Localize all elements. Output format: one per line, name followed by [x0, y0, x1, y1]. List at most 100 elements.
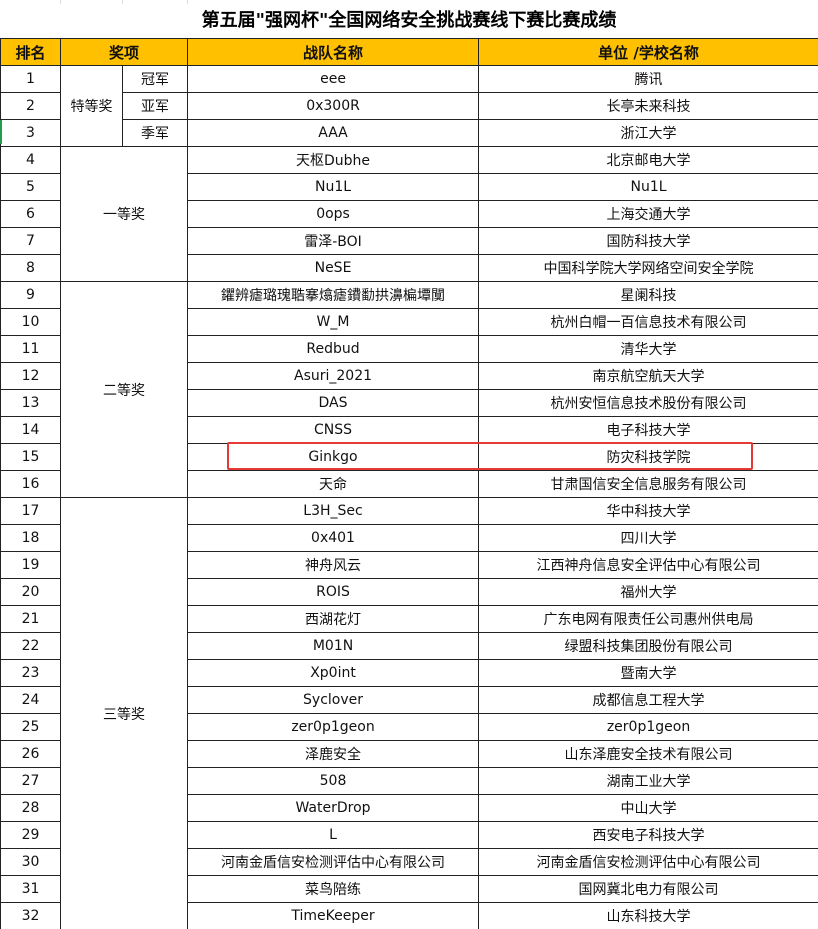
sub-award-cell[interactable]: 亚军: [121, 92, 189, 120]
team-cell[interactable]: 0x401: [187, 524, 480, 552]
unit-cell[interactable]: 腾讯: [478, 65, 818, 93]
rank-cell[interactable]: 15: [0, 443, 61, 471]
sub-award-cell[interactable]: 冠军: [121, 65, 189, 93]
unit-cell[interactable]: 杭州白帽一百信息技术有限公司: [478, 308, 818, 336]
team-cell[interactable]: 鑺辨瘧璐瑰聕搴熻瘧鐨勫拱濞楄墰闃: [187, 281, 480, 309]
sub-award-cell[interactable]: 季军: [121, 119, 189, 147]
rank-cell[interactable]: 13: [0, 389, 61, 417]
unit-cell[interactable]: 暨南大学: [478, 659, 818, 687]
unit-cell[interactable]: 南京航空航天大学: [478, 362, 818, 390]
rank-cell[interactable]: 11: [0, 335, 61, 363]
unit-cell[interactable]: 清华大学: [478, 335, 818, 363]
unit-cell[interactable]: 中国科学院大学网络空间安全学院: [478, 254, 818, 282]
award-cell[interactable]: 一等奖: [59, 146, 189, 282]
team-cell[interactable]: 神舟风云: [187, 551, 480, 579]
unit-cell[interactable]: 中山大学: [478, 794, 818, 822]
rank-cell[interactable]: 12: [0, 362, 61, 390]
rank-cell[interactable]: 23: [0, 659, 61, 687]
rank-cell[interactable]: 28: [0, 794, 61, 822]
team-cell[interactable]: Redbud: [187, 335, 480, 363]
sheet-title[interactable]: 第五届"强网杯"全国网络安全挑战赛线下赛比赛成绩: [0, 0, 818, 39]
rank-cell[interactable]: 16: [0, 470, 61, 498]
team-cell[interactable]: 508: [187, 767, 480, 795]
team-cell[interactable]: NeSE: [187, 254, 480, 282]
rank-cell[interactable]: 27: [0, 767, 61, 795]
team-cell[interactable]: M01N: [187, 632, 480, 660]
unit-cell[interactable]: 西安电子科技大学: [478, 821, 818, 849]
unit-cell[interactable]: 成都信息工程大学: [478, 686, 818, 714]
unit-cell[interactable]: 甘肃国信安全信息服务有限公司: [478, 470, 818, 498]
unit-cell[interactable]: 湖南工业大学: [478, 767, 818, 795]
unit-cell[interactable]: 华中科技大学: [478, 497, 818, 525]
unit-cell[interactable]: 四川大学: [478, 524, 818, 552]
rank-cell[interactable]: 18: [0, 524, 61, 552]
rank-cell[interactable]: 1: [0, 65, 61, 93]
rank-cell[interactable]: 17: [0, 497, 61, 525]
rank-cell[interactable]: 26: [0, 740, 61, 768]
team-cell[interactable]: 西湖花灯: [187, 605, 480, 633]
team-cell[interactable]: 泽鹿安全: [187, 740, 480, 768]
rank-cell[interactable]: 5: [0, 173, 61, 201]
rank-cell[interactable]: 19: [0, 551, 61, 579]
rank-cell[interactable]: 7: [0, 227, 61, 255]
unit-cell[interactable]: 上海交通大学: [478, 200, 818, 228]
unit-cell[interactable]: 北京邮电大学: [478, 146, 818, 174]
unit-cell[interactable]: 浙江大学: [478, 119, 818, 147]
unit-cell[interactable]: zer0p1geon: [478, 713, 818, 741]
rank-cell[interactable]: 24: [0, 686, 61, 714]
team-cell[interactable]: Syclover: [187, 686, 480, 714]
unit-cell[interactable]: 国防科技大学: [478, 227, 818, 255]
team-cell[interactable]: zer0p1geon: [187, 713, 480, 741]
rank-cell[interactable]: 29: [0, 821, 61, 849]
team-cell[interactable]: W_M: [187, 308, 480, 336]
award-cell[interactable]: 特等奖: [60, 65, 123, 147]
team-cell[interactable]: 天枢Dubhe: [187, 146, 480, 174]
rank-cell[interactable]: 31: [0, 875, 61, 903]
team-cell[interactable]: CNSS: [187, 416, 480, 444]
unit-cell[interactable]: 福州大学: [478, 578, 818, 606]
rank-cell[interactable]: 21: [0, 605, 61, 633]
team-cell[interactable]: AAA: [187, 119, 480, 147]
unit-cell[interactable]: 绿盟科技集团股份有限公司: [478, 632, 818, 660]
team-cell[interactable]: Nu1L: [187, 173, 480, 201]
team-cell[interactable]: 河南金盾信安检测评估中心有限公司: [187, 848, 480, 876]
unit-cell[interactable]: 国网冀北电力有限公司: [478, 875, 818, 903]
rank-cell[interactable]: 25: [0, 713, 61, 741]
rank-cell[interactable]: 32: [0, 902, 61, 929]
team-cell[interactable]: WaterDrop: [187, 794, 480, 822]
unit-cell[interactable]: 星阑科技: [478, 281, 818, 309]
header-unit[interactable]: 单位 /学校名称: [478, 38, 818, 66]
unit-cell[interactable]: 江西神舟信息安全评估中心有限公司: [478, 551, 818, 579]
unit-cell[interactable]: 广东电网有限责任公司惠州供电局: [478, 605, 818, 633]
team-cell[interactable]: ROIS: [187, 578, 480, 606]
rank-cell[interactable]: 6: [0, 200, 61, 228]
header-team[interactable]: 战队名称: [187, 38, 480, 66]
team-cell[interactable]: L: [187, 821, 480, 849]
unit-cell[interactable]: 电子科技大学: [478, 416, 818, 444]
rank-cell[interactable]: 10: [0, 308, 61, 336]
team-cell[interactable]: 0x300R: [187, 92, 480, 120]
unit-cell[interactable]: 河南金盾信安检测评估中心有限公司: [478, 848, 818, 876]
unit-cell[interactable]: 山东科技大学: [478, 902, 818, 929]
rank-cell[interactable]: 30: [0, 848, 61, 876]
team-cell[interactable]: 雷泽-BOI: [187, 227, 480, 255]
team-cell[interactable]: eee: [187, 65, 480, 93]
rank-cell[interactable]: 9: [0, 281, 61, 309]
header-rank[interactable]: 排名: [0, 38, 61, 66]
team-cell[interactable]: 菜鸟陪练: [187, 875, 480, 903]
unit-cell[interactable]: 杭州安恒信息技术股份有限公司: [478, 389, 818, 417]
team-cell[interactable]: L3H_Sec: [187, 497, 480, 525]
team-cell[interactable]: 0ops: [187, 200, 480, 228]
team-cell[interactable]: DAS: [187, 389, 480, 417]
rank-cell[interactable]: 20: [0, 578, 61, 606]
rank-cell[interactable]: 4: [0, 146, 61, 174]
rank-cell[interactable]: 22: [0, 632, 61, 660]
rank-cell[interactable]: 2: [0, 92, 61, 120]
team-cell[interactable]: 天命: [187, 470, 480, 498]
team-cell[interactable]: Asuri_2021: [187, 362, 480, 390]
rank-cell[interactable]: 3: [0, 119, 61, 147]
award-cell[interactable]: 二等奖: [59, 281, 189, 498]
award-cell[interactable]: 三等奖: [59, 497, 189, 929]
team-cell[interactable]: TimeKeeper: [187, 902, 480, 929]
unit-cell[interactable]: 防灾科技学院: [478, 443, 818, 471]
